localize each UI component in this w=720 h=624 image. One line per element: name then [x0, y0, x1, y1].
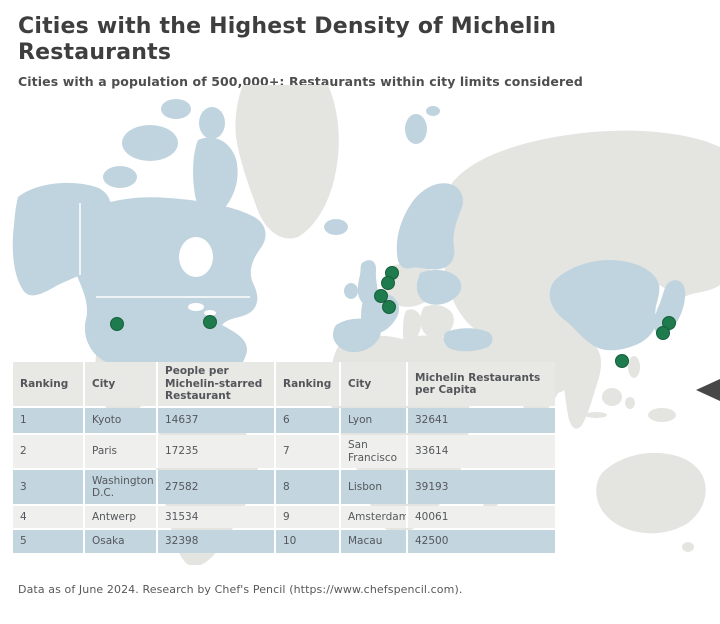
baffin-island-shape	[193, 137, 238, 216]
table-row: 1 Kyoto 14637 6 Lyon 32641	[13, 408, 555, 433]
svalbard-shape	[426, 106, 440, 116]
table-cell-city: Macau	[339, 530, 406, 553]
australia-shape	[596, 452, 706, 534]
arctic-island-shape	[122, 125, 178, 161]
table-row: 2 Paris 17235 7 San Francisco 33614	[13, 435, 555, 468]
new-guinea-shape	[648, 408, 676, 422]
table-cell-rank: 10	[274, 530, 339, 553]
table-cell-rank: 8	[274, 470, 339, 504]
turkey-shape	[443, 328, 493, 352]
table-cell-city: Lyon	[339, 408, 406, 433]
great-lakes-shape	[188, 303, 204, 311]
source-note: Data as of June 2024. Research by Chef's…	[18, 583, 463, 596]
table-cell-city: Lisbon	[339, 470, 406, 504]
canada-usa-shape	[71, 197, 266, 384]
table-cell-rank: 2	[13, 435, 83, 468]
column-header-ranking-right: Ranking	[274, 362, 339, 406]
cursor-arrow-icon	[696, 379, 720, 401]
table-cell-value: 40061	[406, 506, 555, 528]
china-shape	[549, 259, 660, 351]
arctic-island-shape	[161, 99, 191, 119]
sulawesi-shape	[625, 397, 635, 409]
column-header-restaurants-per-capita: Michelin Restaurants per Capita	[406, 362, 555, 406]
table-row: 5 Osaka 32398 10 Macau 42500	[13, 530, 555, 553]
column-header-ranking-left: Ranking	[13, 362, 83, 406]
table-row: 4 Antwerp 31534 9 Amsterdam 40061	[13, 506, 555, 528]
page-subtitle: Cities with a population of 500,000+; Re…	[18, 73, 583, 89]
table-cell-rank: 6	[274, 408, 339, 433]
asia-shape	[444, 130, 720, 394]
column-header-city-right: City	[339, 362, 406, 406]
city-marker-osaka	[656, 326, 670, 340]
table-cell-rank: 4	[13, 506, 83, 528]
greenland-shape	[235, 85, 339, 239]
table-header-row: Ranking City People per Michelin-starred…	[13, 362, 555, 406]
table-cell-value: 32641	[406, 408, 555, 433]
ireland-shape	[344, 283, 358, 299]
city-marker-macau	[615, 354, 629, 368]
city-marker-paris	[374, 289, 388, 303]
table-cell-value: 42500	[406, 530, 555, 553]
svalbard-shape	[405, 114, 427, 144]
table-cell-rank: 1	[13, 408, 83, 433]
rankings-table: Ranking City People per Michelin-starred…	[13, 362, 555, 555]
table-cell-rank: 3	[13, 470, 83, 504]
great-lakes-shape	[204, 310, 216, 316]
java-shape	[585, 412, 607, 418]
table-cell-city: San Francisco	[339, 435, 406, 468]
table-cell-value: 17235	[156, 435, 274, 468]
country-borders	[79, 203, 250, 298]
philippines-shape	[628, 356, 640, 378]
city-markers	[110, 266, 676, 368]
table-row: 3 Washington D.C. 27582 8 Lisbon 39193	[13, 470, 555, 504]
scandinavia-shape	[396, 183, 463, 270]
table-cell-rank: 5	[13, 530, 83, 553]
table-cell-city: Osaka	[83, 530, 156, 553]
table-cell-rank: 9	[274, 506, 339, 528]
column-header-people-per-restaurant: People per Michelin-starred Restaurant	[156, 362, 274, 406]
city-marker-antwerp	[381, 276, 395, 290]
table-cell-value: 14637	[156, 408, 274, 433]
table-cell-rank: 7	[274, 435, 339, 468]
table-cell-value: 33614	[406, 435, 555, 468]
italy-shape	[403, 309, 422, 345]
hudson-bay-shape	[179, 237, 213, 277]
table-cell-city: Amsterdam	[339, 506, 409, 528]
iberia-shape	[333, 318, 381, 353]
continents-highlighted	[12, 99, 686, 384]
table-cell-value: 31534	[156, 506, 274, 528]
arctic-island-shape	[103, 166, 137, 188]
page-title: Cities with the Highest Density of Miche…	[18, 14, 557, 66]
table-cell-city: Antwerp	[83, 506, 156, 528]
lakes	[179, 237, 216, 316]
table-cell-city: Kyoto	[83, 408, 156, 433]
city-marker-san-francisco	[110, 317, 124, 331]
arctic-island-shape	[199, 107, 225, 139]
sumatra-shape	[566, 396, 582, 410]
column-header-city-left: City	[83, 362, 156, 406]
iceland-shape	[324, 219, 348, 235]
table-cell-value: 32398	[156, 530, 274, 553]
table-cell-city: Paris	[83, 435, 156, 468]
header: Cities with the Highest Density of Miche…	[18, 14, 712, 89]
borneo-shape	[602, 388, 622, 406]
table-cell-value: 27582	[156, 470, 274, 504]
balkans-shape	[420, 305, 454, 339]
city-marker-washington-dc	[203, 315, 217, 329]
eastern-europe-shape	[416, 269, 462, 305]
tasmania-shape	[682, 542, 694, 552]
table-cell-value: 39193	[406, 470, 555, 504]
city-marker-lyon	[382, 300, 396, 314]
table-cell-city: Washington D.C.	[83, 470, 156, 504]
japan-shape	[653, 280, 686, 336]
